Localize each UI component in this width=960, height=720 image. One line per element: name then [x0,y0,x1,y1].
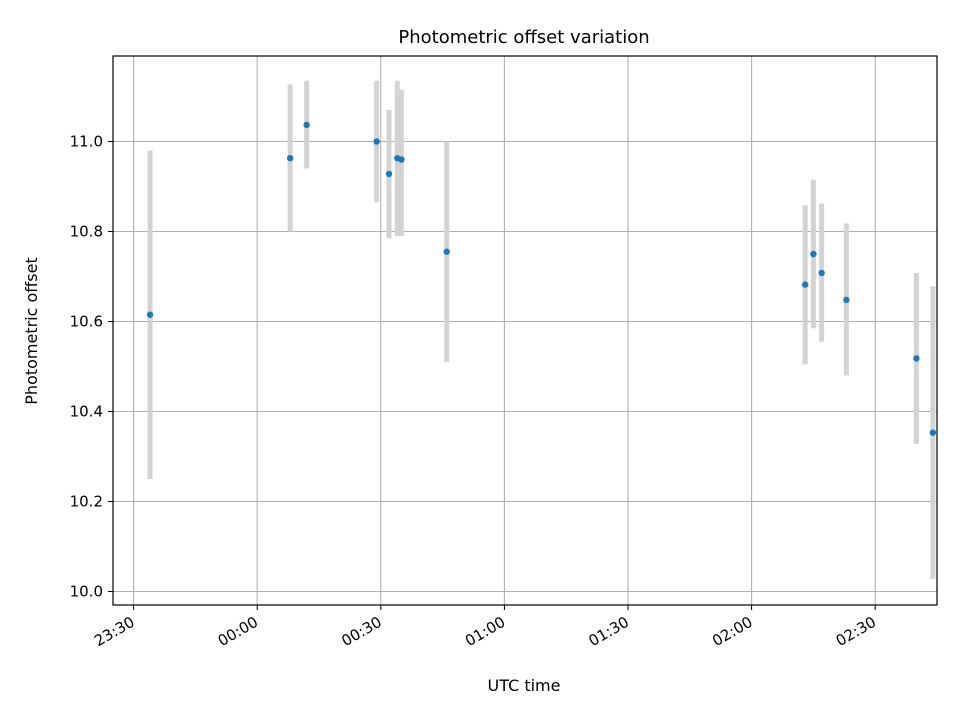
data-point [146,311,154,318]
data-point [843,296,850,304]
data-point [810,250,817,258]
y-tick-label: 10.0 [70,583,103,601]
grid [113,56,937,605]
data-point [286,154,294,162]
data-point [443,248,450,255]
data-point [303,121,310,129]
data-point [385,170,393,178]
data-point [929,429,937,436]
y-tick-label: 10.2 [70,493,103,511]
y-tick-label: 11.0 [70,133,103,151]
plot-frame [112,55,938,606]
y-tick-label: 10.8 [70,223,103,241]
data-point [818,269,825,277]
data-point [801,281,809,288]
data-point [398,156,405,163]
data-point [373,138,380,145]
y-tick-label: 10.4 [70,403,103,421]
data-point [913,355,920,362]
data-points [146,121,937,436]
y-axis-label: Photometric offset [22,257,41,405]
x-axis-label: UTC time [488,676,561,695]
y-tick-label: 10.6 [70,313,103,331]
chart-title: Photometric offset variation [398,27,649,48]
